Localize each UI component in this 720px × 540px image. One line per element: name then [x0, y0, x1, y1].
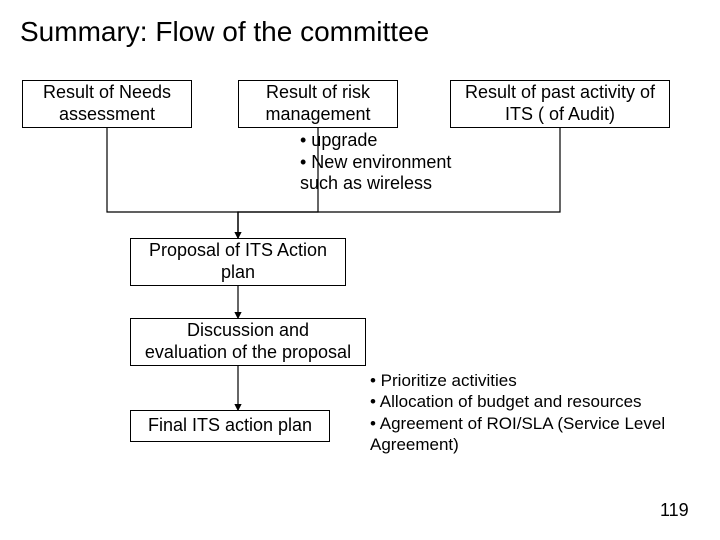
page-number: 119	[660, 500, 689, 521]
node-proposal: Proposal of ITS Action plan	[130, 238, 346, 286]
slide-root: { "title": "Summary: Flow of the committ…	[0, 0, 720, 540]
node-needs-assessment: Result of Needs assessment	[22, 80, 192, 128]
node-discussion: Discussion and evaluation of the proposa…	[130, 318, 366, 366]
slide-title: Summary: Flow of the committee	[20, 16, 429, 48]
annotation-final-details: • Prioritize activities • Allocation of …	[370, 370, 665, 455]
node-risk-management: Result of risk management	[238, 80, 398, 128]
node-audit-result: Result of past activity of ITS ( of Audi…	[450, 80, 670, 128]
annotation-risk-details: • upgrade • New environment such as wire…	[300, 130, 451, 195]
node-final-plan: Final ITS action plan	[130, 410, 330, 442]
